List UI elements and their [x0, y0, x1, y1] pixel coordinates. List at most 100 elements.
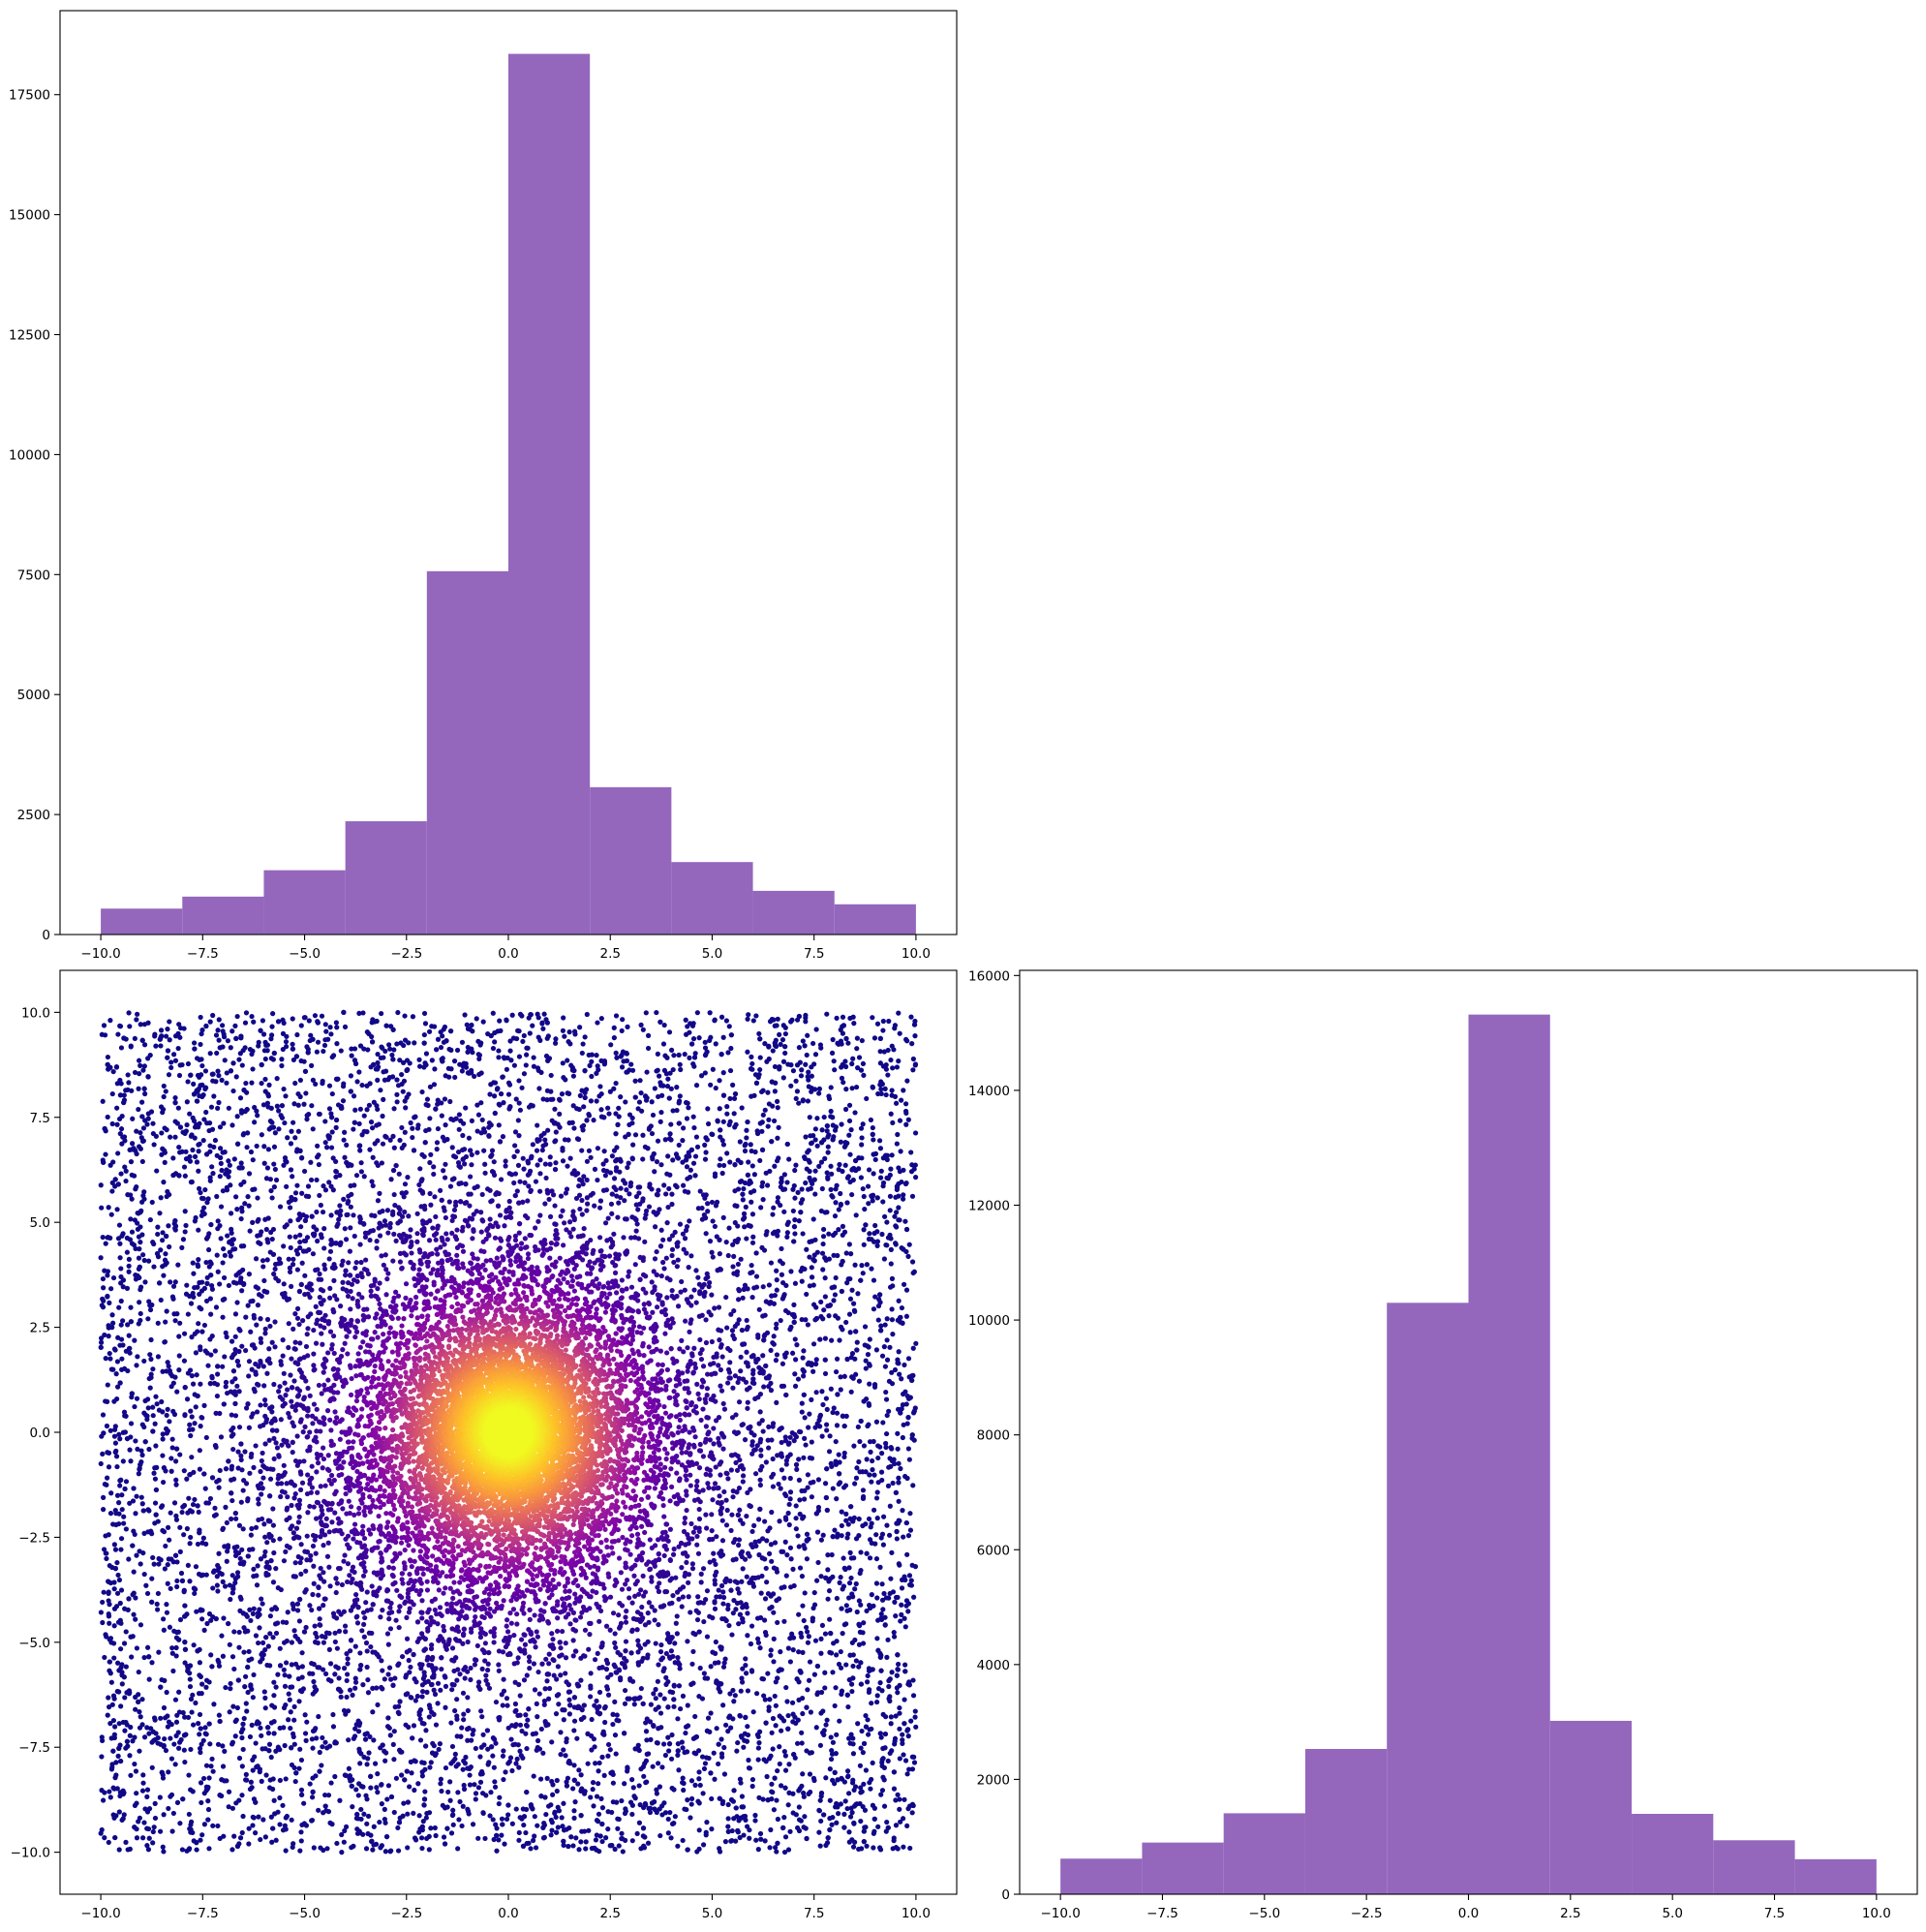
scatter-point: [434, 1751, 439, 1756]
scatter-point: [179, 1245, 184, 1250]
scatter-point: [392, 1810, 397, 1815]
scatter-point: [906, 1533, 911, 1538]
scatter-point: [185, 1396, 190, 1401]
scatter-point: [173, 1478, 178, 1483]
scatter-point: [347, 1766, 352, 1771]
scatter-point: [782, 1850, 787, 1855]
scatter-point: [146, 1654, 151, 1659]
scatter-point: [282, 1668, 287, 1672]
scatter-point: [450, 1812, 455, 1817]
scatter-point: [536, 1086, 541, 1090]
scatter-point: [240, 1727, 245, 1732]
scatter-point: [154, 1134, 159, 1139]
scatter-point: [605, 1754, 610, 1759]
scatter-point: [886, 1759, 891, 1763]
scatter-point: [900, 1733, 904, 1737]
scatter-point: [148, 1726, 153, 1731]
scatter-point: [101, 1412, 106, 1417]
scatter-point: [405, 1768, 410, 1773]
scatter-point: [173, 1058, 178, 1063]
scatter-point: [840, 1510, 844, 1515]
scatter-point: [260, 1641, 265, 1645]
scatter-point: [206, 1247, 211, 1252]
scatter-point: [898, 1756, 902, 1761]
scatter-point: [263, 1834, 268, 1839]
scatter-point: [297, 1747, 302, 1752]
scatter-point: [746, 1173, 750, 1178]
scatter-point: [174, 1653, 179, 1658]
scatter-point: [824, 1012, 829, 1017]
scatter-point: [111, 1655, 116, 1660]
scatter-point: [111, 1718, 116, 1723]
scatter-point: [805, 1532, 810, 1537]
scatter-point: [711, 1067, 716, 1072]
scatter-point: [281, 1047, 286, 1052]
scatter-point: [829, 1387, 834, 1392]
scatter-point: [756, 1075, 761, 1080]
scatter-point: [752, 1813, 757, 1818]
scatter-point: [904, 1520, 909, 1525]
scatter-point: [828, 1433, 833, 1438]
scatter-point: [211, 1093, 216, 1098]
scatter-point: [100, 1620, 105, 1625]
scatter-point: [102, 1590, 107, 1595]
scatter-point: [153, 1731, 158, 1735]
scatter-point: [440, 1058, 444, 1063]
scatter-point: [411, 1811, 415, 1816]
scatter-point: [847, 1580, 852, 1585]
scatter-point: [383, 1849, 388, 1854]
scatter-point: [167, 1019, 171, 1024]
scatter-point: [263, 1705, 268, 1710]
scatter-point: [215, 1068, 220, 1073]
scatter-point: [128, 1458, 133, 1463]
scatter-point: [874, 1595, 879, 1600]
scatter-point: [168, 1279, 172, 1284]
scatter-point: [188, 1747, 193, 1752]
scatter-point: [892, 1787, 897, 1792]
scatter-point: [706, 1716, 711, 1721]
scatter-point: [833, 1213, 838, 1218]
scatter-point: [191, 1261, 196, 1266]
scatter-point: [182, 1131, 187, 1136]
scatter-point: [127, 1024, 132, 1028]
scatter-point: [594, 1837, 598, 1842]
scatter-point: [892, 1634, 897, 1639]
scatter-point: [158, 1716, 163, 1721]
scatter-point: [776, 1125, 780, 1130]
scatter-point: [239, 1160, 244, 1165]
scatter-point: [802, 1814, 807, 1819]
scatter-point: [809, 1064, 813, 1069]
scatter-point: [244, 1145, 249, 1150]
scatter-point: [862, 1839, 867, 1844]
scatter-point: [455, 1048, 460, 1053]
scatter-point: [563, 1753, 567, 1758]
scatter-point: [633, 1132, 638, 1137]
scatter-point: [661, 1800, 666, 1805]
scatter-point: [117, 1809, 122, 1814]
scatter-point: [160, 1409, 165, 1414]
scatter-point: [830, 1778, 835, 1783]
scatter-point: [146, 1405, 151, 1410]
scatter-point: [854, 1347, 859, 1352]
scatter-point: [153, 1801, 158, 1806]
scatter-point: [443, 1841, 447, 1846]
scatter-point: [725, 1825, 730, 1829]
scatter-point: [142, 1091, 147, 1096]
scatter-point: [215, 1106, 220, 1111]
scatter-point: [130, 1543, 135, 1548]
scatter-point: [872, 1223, 877, 1228]
scatter-point: [599, 1839, 604, 1844]
scatter-point: [809, 1709, 813, 1714]
scatter-point: [812, 1317, 817, 1322]
scatter-point: [166, 1581, 170, 1586]
scatter-point: [226, 1158, 230, 1163]
scatter-point: [379, 1782, 383, 1787]
scatter-point: [910, 1755, 915, 1760]
scatter-point: [183, 1223, 188, 1228]
scatter-point: [111, 1579, 116, 1584]
scatter-point: [284, 1039, 289, 1044]
scatter-point: [199, 1063, 204, 1068]
scatter-point: [390, 1057, 395, 1061]
scatter-point: [181, 1026, 186, 1030]
scatter-point: [599, 1115, 604, 1119]
